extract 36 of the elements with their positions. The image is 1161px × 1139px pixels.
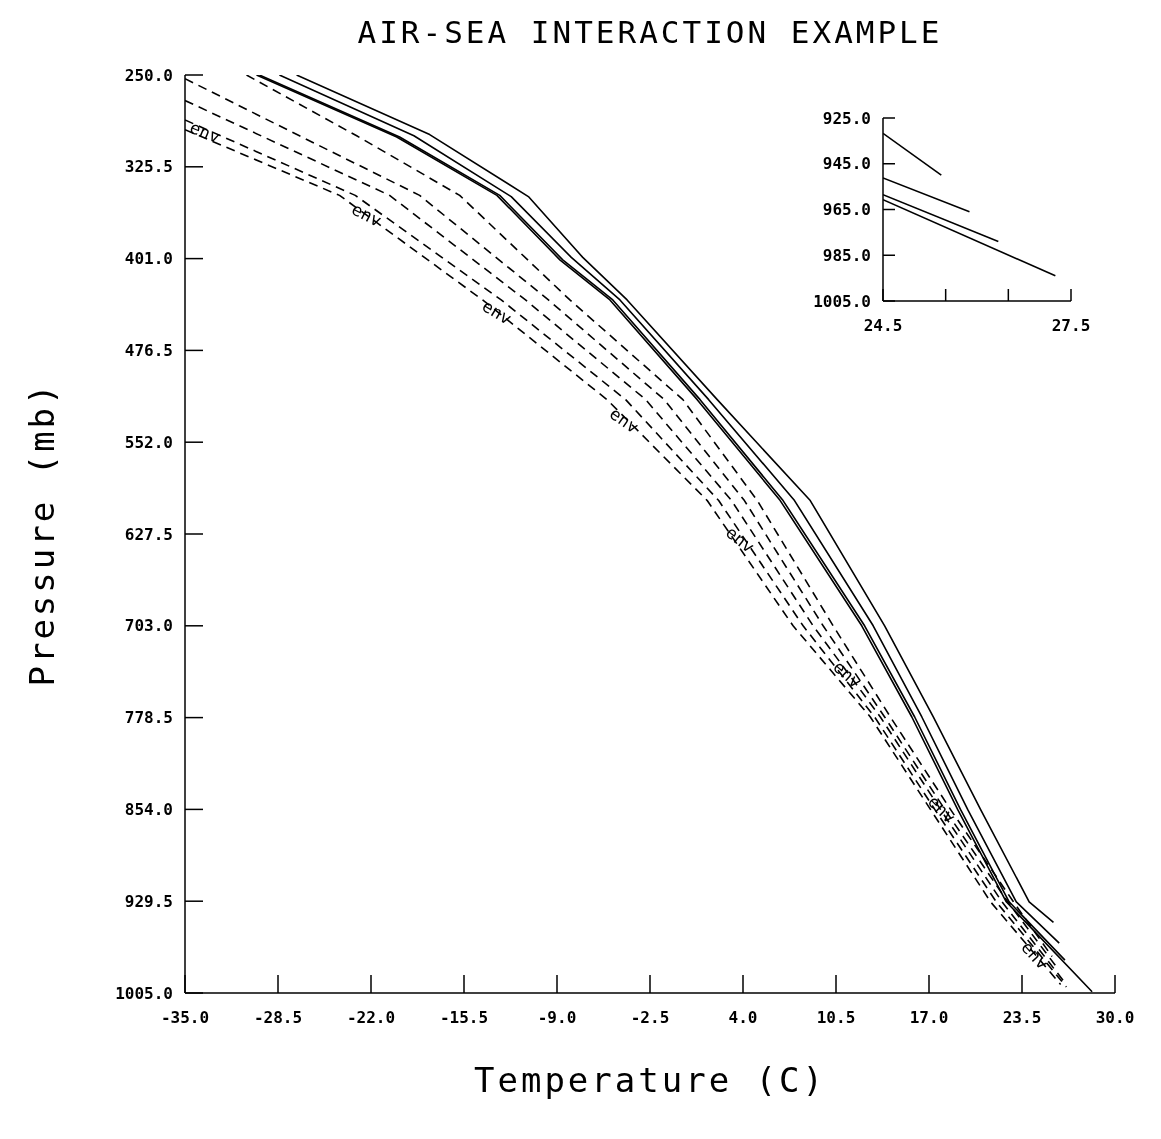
annotation: env (721, 522, 759, 557)
x-tick-label: 30.0 (1095, 1008, 1135, 1027)
y-tick-label: 325.5 (124, 157, 173, 177)
y-tick-label: 985.0 (822, 245, 871, 265)
chart-title: AIR-SEA INTERACTION EXAMPLE (356, 14, 944, 50)
x-tick-label: 17.0 (909, 1008, 949, 1027)
annotation: env (1017, 937, 1053, 974)
x-axis-title: Temperature (C) (472, 1060, 827, 1100)
y-tick-label: 1005.0 (115, 983, 173, 1003)
y-tick-label: 703.0 (124, 616, 173, 636)
x-tick-label: 23.5 (1002, 1008, 1042, 1027)
y-tick-label: 1005.0 (813, 291, 871, 311)
x-tick-label: -28.5 (253, 1008, 303, 1027)
y-tick-label: 945.0 (822, 154, 871, 174)
y-tick-label: 778.5 (124, 708, 173, 728)
y-tick-label: 965.0 (822, 200, 871, 220)
x-tick-label: 10.5 (816, 1008, 856, 1027)
y-tick-label: 854.0 (124, 800, 173, 819)
y-axis-title: Pressure (mb) (22, 381, 62, 687)
x-tick-label: -35.0 (160, 1008, 210, 1027)
y-tick-label: 627.5 (124, 524, 173, 544)
x-tick-label: -9.0 (537, 1008, 577, 1027)
x-tick-label: -15.5 (439, 1008, 489, 1027)
y-tick-label: 250.0 (124, 65, 173, 85)
x-tick-label: 24.5 (863, 316, 903, 335)
y-tick-label: 552.0 (124, 432, 173, 452)
x-tick-label: 4.0 (728, 1008, 758, 1027)
x-tick-label: -2.5 (630, 1008, 670, 1027)
x-tick-label: -22.0 (346, 1008, 396, 1027)
annotation: env (348, 198, 385, 231)
y-tick-label: 476.5 (124, 341, 173, 360)
x-tick-label: 27.5 (1051, 316, 1091, 335)
y-tick-label: 925.0 (822, 108, 871, 128)
y-tick-label: 401.0 (124, 249, 173, 269)
y-tick-label: 929.5 (124, 891, 173, 911)
annotation: env (187, 116, 224, 148)
